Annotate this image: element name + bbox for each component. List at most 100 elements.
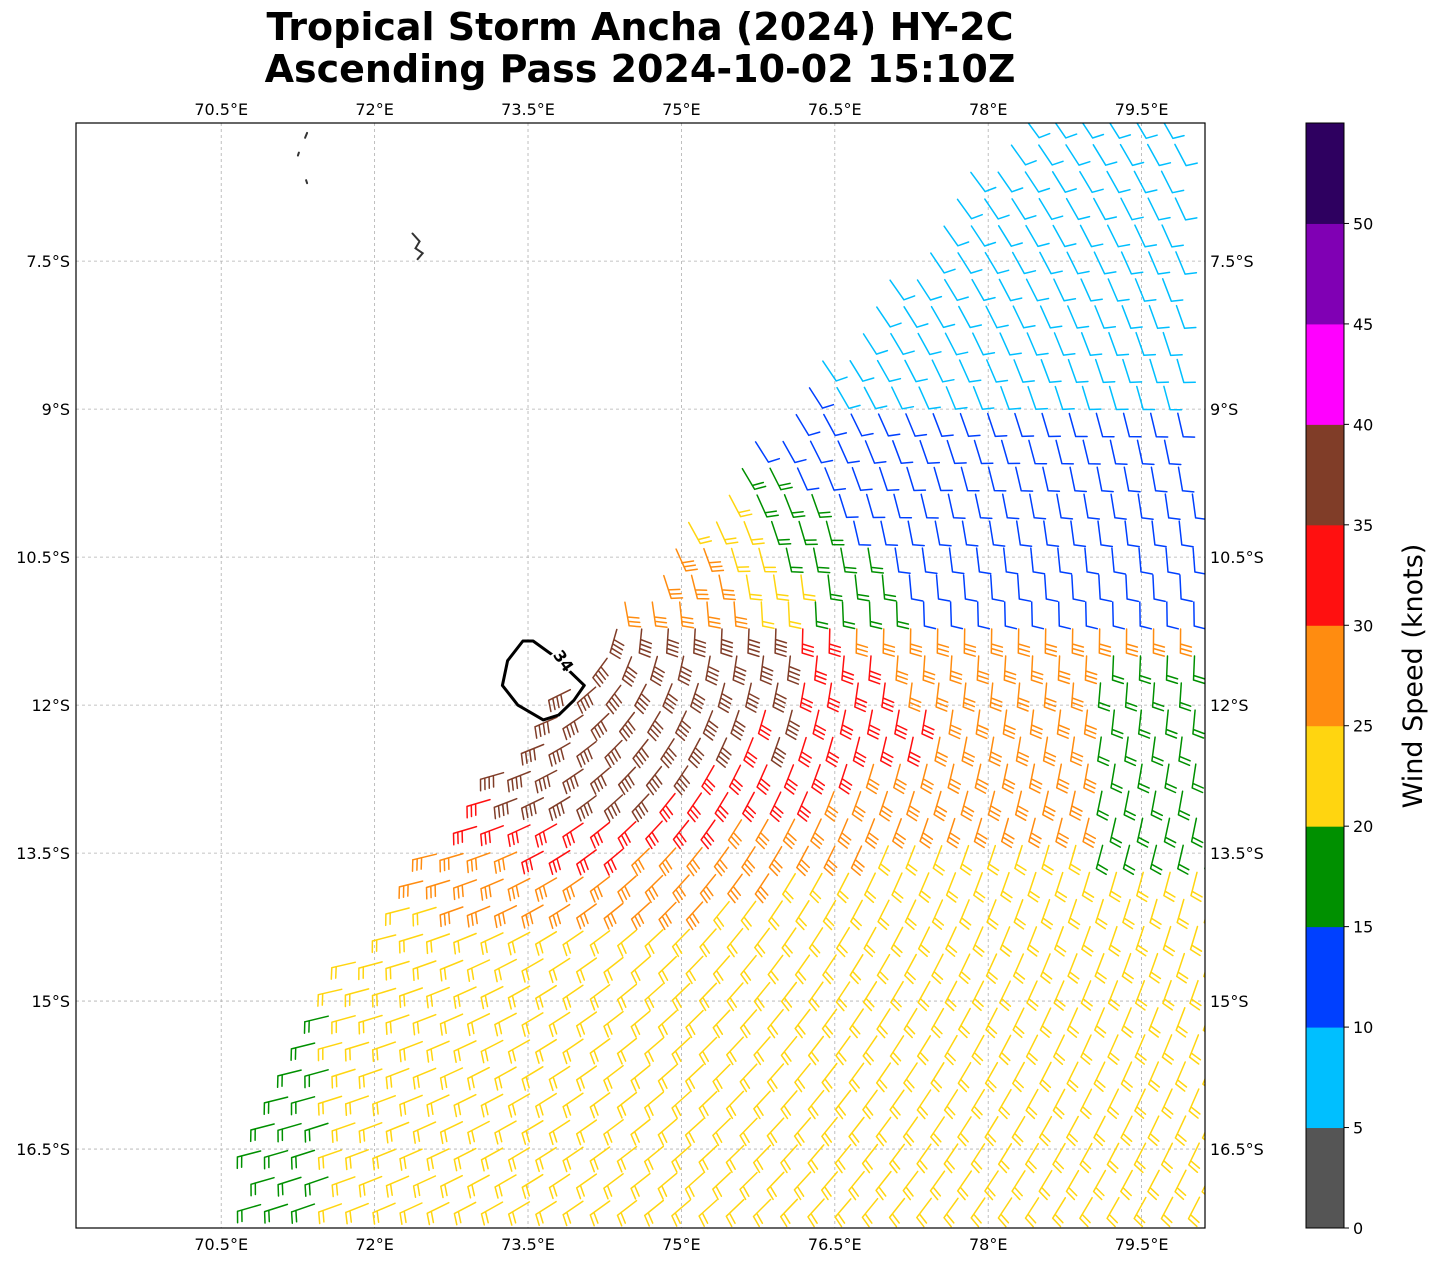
wind-barb (948, 547, 965, 575)
wind-barb (1189, 925, 1203, 957)
wind-barb (589, 1092, 611, 1119)
wind-barb (745, 574, 763, 601)
wind-barb (494, 1174, 517, 1199)
wind-barb (1136, 123, 1158, 140)
wind-barb (520, 797, 545, 821)
wind-barb (1041, 844, 1054, 876)
wind-barb (1079, 1196, 1093, 1228)
wind-barb (1002, 709, 1016, 740)
wind-barb (672, 819, 690, 850)
wind-barb (726, 982, 744, 1012)
wind-barb (1014, 790, 1029, 821)
wind-barb (385, 1175, 410, 1198)
lon-tick-label-top: 73.5°E (501, 100, 555, 119)
wind-barb (1079, 1142, 1093, 1174)
wind-barb (997, 1197, 1013, 1228)
wind-barb (1135, 925, 1148, 957)
wind-barb (725, 1090, 745, 1120)
wind-barb (880, 520, 899, 547)
wind-barb (398, 880, 424, 900)
wind-barb (1057, 601, 1072, 630)
wind-barb (1013, 899, 1026, 930)
wind-barb (1038, 1169, 1053, 1201)
lat-tick-label-right: 10.5°S (1210, 548, 1264, 567)
colorbar-segment (1306, 424, 1344, 526)
wind-barb (916, 279, 943, 301)
wind-barb (1164, 493, 1181, 521)
wind-barb (893, 763, 907, 795)
wind-barb (768, 845, 783, 877)
wind-barb (970, 225, 997, 247)
wind-barb (371, 1041, 397, 1063)
axis-tick-labels: 70.5°E 70.5°E 72°E 72°E 73.5°E 73.5°E 75°E 75°E… (16, 100, 1264, 1254)
wind-barb (1000, 817, 1015, 849)
lat-tick-label-left: 9°S (42, 400, 70, 419)
wind-barb (439, 1121, 464, 1145)
colorbar-tick-label: 40 (1353, 415, 1373, 434)
wind-barb (534, 716, 558, 739)
wind-barb (984, 198, 1010, 220)
wind-barb (249, 1123, 275, 1143)
wind-barb (1122, 844, 1136, 876)
wind-barb (685, 901, 704, 931)
wind-barb (823, 845, 838, 877)
wind-barb (1149, 844, 1163, 875)
wind-barb (671, 928, 691, 958)
island-outline (304, 131, 309, 139)
wind-barb (930, 1116, 945, 1147)
wind-barb (768, 900, 783, 931)
wind-barb (1093, 1061, 1106, 1093)
wind-barb (1109, 817, 1123, 848)
wind-barb (922, 601, 937, 630)
wind-barb (945, 872, 959, 903)
wind-barb (644, 929, 664, 958)
wind-barb (1038, 197, 1064, 221)
wind-barb (1043, 574, 1059, 603)
wind-barb (712, 955, 731, 985)
wind-barb (986, 412, 1008, 438)
wind-barb (1003, 655, 1017, 685)
wind-barb (698, 1036, 718, 1066)
wind-barb (1175, 251, 1198, 275)
wind-barb (358, 961, 383, 981)
wind-barb (1069, 736, 1084, 767)
wind-barb (1110, 709, 1124, 739)
wind-barb (634, 683, 651, 715)
wind-barb (1203, 917, 1205, 924)
wind-barb (824, 467, 847, 491)
wind-barb (997, 171, 1024, 193)
wind-barb (713, 846, 730, 877)
wind-barb (930, 1062, 945, 1093)
wind-barb (851, 466, 873, 492)
wind-barb (903, 1007, 918, 1039)
wind-barb (616, 1091, 638, 1119)
wind-barb (705, 655, 720, 686)
wind-barb (644, 1091, 664, 1119)
wind-barb (290, 1149, 316, 1170)
wind-barb (826, 682, 841, 713)
wind-barb (823, 413, 848, 437)
wind-barb (1066, 1007, 1079, 1038)
wind-barb (875, 1116, 892, 1147)
wind-barb (1188, 1088, 1201, 1119)
wind-barb (1012, 1061, 1025, 1093)
wind-barb (507, 824, 531, 848)
colorbar-frame (1305, 122, 1345, 1229)
wind-barb (534, 769, 558, 794)
wind-barb (1001, 763, 1016, 794)
wind-barb (399, 1148, 423, 1171)
wind-barb (971, 278, 996, 302)
wind-barb (1027, 871, 1040, 903)
lon-tick-label-top: 72°E (355, 100, 393, 119)
wind-barb (770, 736, 787, 768)
wind-barb (1015, 466, 1034, 492)
wind-barb (684, 1172, 705, 1200)
wind-barb (426, 986, 450, 1009)
wind-barb (590, 767, 610, 795)
wind-barb (807, 1144, 825, 1174)
wind-barb (1149, 358, 1170, 384)
wind-barb (1029, 709, 1043, 740)
wind-barb (1028, 763, 1043, 794)
wind-barb (1136, 871, 1149, 903)
wind-barb (1134, 224, 1158, 248)
